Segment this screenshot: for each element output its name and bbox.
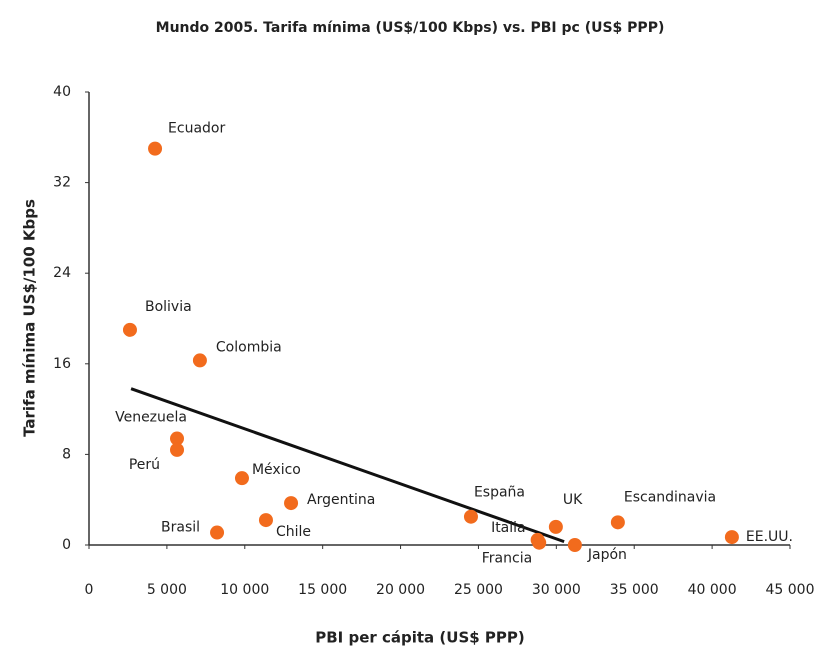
y-tick-label: 8 — [62, 446, 71, 462]
x-tick-label: 25 000 — [454, 582, 503, 598]
point — [532, 535, 547, 550]
point — [170, 431, 185, 446]
point-label: Bolivia — [145, 299, 192, 315]
point-label: EE.UU. — [746, 529, 793, 545]
chart-title: Mundo 2005. Tarifa mínima (US$/100 Kbps)… — [156, 20, 665, 36]
point-label: Argentina — [307, 492, 375, 508]
point — [210, 525, 225, 540]
y-tick-label: 32 — [53, 175, 71, 191]
y-axis-label: Tarifa mínima US$/100 Kbps — [21, 199, 39, 437]
x-tick-label: 10 000 — [220, 582, 269, 598]
x-tick-label: 20 000 — [376, 582, 425, 598]
point — [610, 515, 625, 530]
x-tick-label: 35 000 — [610, 582, 659, 598]
point — [284, 496, 299, 511]
point-label: Italia — [491, 520, 526, 536]
point-label: Ecuador — [168, 121, 225, 137]
x-tick-label: 30 000 — [532, 582, 581, 598]
point-label: Brasil — [161, 520, 200, 536]
point — [192, 353, 207, 368]
point — [724, 530, 739, 545]
point-label: Chile — [276, 524, 311, 540]
point — [548, 519, 563, 534]
x-tick-label: 40 000 — [688, 582, 737, 598]
point-label: Venezuela — [115, 410, 187, 426]
y-tick-label: 0 — [62, 537, 71, 553]
x-tick-label: 15 000 — [298, 582, 347, 598]
point — [258, 513, 273, 528]
y-tick-label: 24 — [53, 265, 71, 281]
point-label: Escandinavia — [624, 489, 716, 505]
point-label: Perú — [129, 457, 160, 473]
point — [567, 538, 582, 552]
point-label: UK — [563, 492, 583, 508]
point — [234, 471, 249, 486]
point-label: Francia — [482, 551, 532, 567]
x-tick-label: 5 000 — [147, 582, 187, 598]
x-tick-label: 45 000 — [766, 582, 815, 598]
point-label: México — [252, 462, 301, 478]
point-label: Japón — [587, 547, 627, 563]
x-tick-label: 0 — [85, 582, 94, 598]
point — [463, 509, 478, 524]
point-label: España — [474, 485, 525, 501]
point — [148, 141, 163, 156]
y-tick-label: 16 — [53, 356, 71, 372]
y-tick-label: 40 — [53, 84, 71, 100]
point — [170, 442, 185, 457]
point-label: Colombia — [216, 339, 282, 355]
x-axis-label: PBI per cápita (US$ PPP) — [315, 629, 525, 647]
point — [122, 322, 137, 337]
trend-line — [130, 387, 565, 544]
